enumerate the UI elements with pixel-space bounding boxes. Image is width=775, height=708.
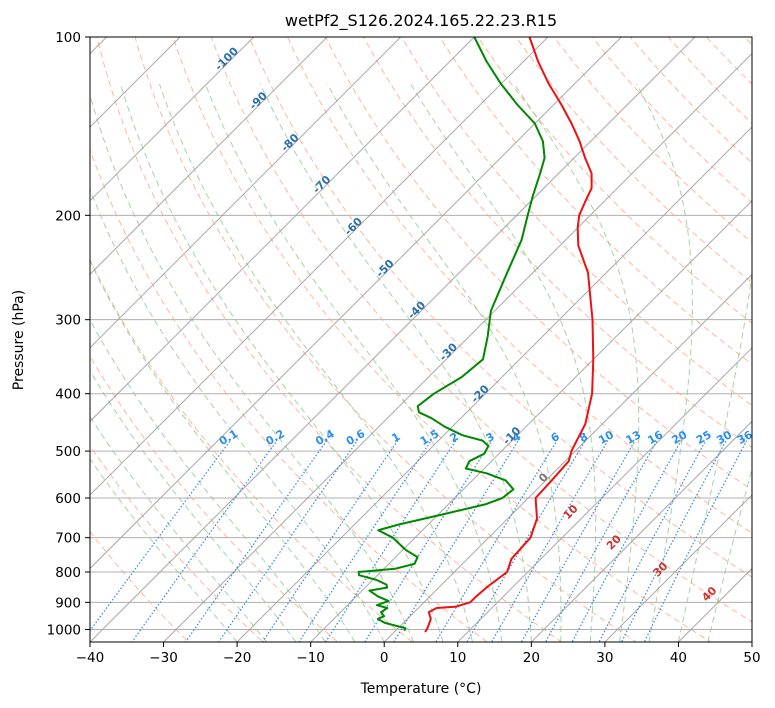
dry-adiabat <box>477 37 752 324</box>
y-tick-label: 1000 <box>47 622 81 638</box>
isotherm <box>457 347 752 642</box>
moist-adiabat <box>90 369 297 642</box>
mixing-ratio-line <box>643 440 748 642</box>
x-tick-label: 0 <box>380 650 389 666</box>
mixing-ratio-line <box>298 440 432 642</box>
dry-adiabat <box>553 37 752 244</box>
dry-adiabat <box>134 37 638 642</box>
y-tick-label: 700 <box>55 531 81 547</box>
isotherm <box>236 126 752 642</box>
moist-adiabat <box>90 457 238 642</box>
plot-frame <box>89 36 753 643</box>
dry-adiabat <box>210 37 752 623</box>
mixing-ratio-line <box>324 440 457 642</box>
pressure-gridlines <box>90 37 752 630</box>
isotherm <box>90 37 402 349</box>
mixing-ratio-line <box>184 440 328 642</box>
dry-adiabat <box>401 37 752 407</box>
y-axis-label: Pressure (hPa) <box>11 290 27 390</box>
moist-adiabat <box>707 467 752 642</box>
mixing-ratio-line <box>90 440 231 632</box>
moist-adiabat <box>90 93 415 642</box>
y-tick-label: 600 <box>55 491 81 507</box>
moist-adiabat <box>90 259 356 642</box>
isotherm <box>90 37 549 496</box>
dry-adiabat <box>286 37 752 534</box>
isotherm <box>604 494 752 642</box>
y-tick-label: 900 <box>55 595 81 611</box>
mixing-ratio-line <box>218 440 358 642</box>
moist-adiabat <box>120 83 444 642</box>
x-tick-label: −40 <box>76 650 105 666</box>
isotherm <box>530 420 752 642</box>
mixing-ratio-line <box>598 440 707 642</box>
dry-adiabat <box>90 258 414 642</box>
isotherm <box>90 37 328 275</box>
dry-adiabats <box>90 37 752 642</box>
mixing-ratio-line <box>435 440 558 642</box>
x-tick-label: 20 <box>523 650 540 666</box>
y-tick-label: 500 <box>55 444 81 460</box>
isotherm <box>90 37 623 570</box>
x-tick-label: −10 <box>296 650 325 666</box>
moist-adiabat <box>90 415 267 642</box>
y-tick-label: 800 <box>55 565 81 581</box>
mixing-ratio-line <box>490 440 609 642</box>
moist-adiabat <box>635 83 693 642</box>
x-axis-label: Temperature (°C) <box>360 681 482 697</box>
y-tick-label: 300 <box>55 313 81 329</box>
isotherm <box>90 37 255 202</box>
x-tick-label: 40 <box>670 650 687 666</box>
dry-adiabat <box>90 355 339 642</box>
isotherm <box>383 273 752 642</box>
mixing-ratio-line <box>520 440 636 642</box>
moist-adiabat <box>259 83 532 642</box>
moist-adiabat <box>90 318 326 642</box>
dry-adiabat <box>363 37 752 449</box>
isotherm <box>162 52 752 642</box>
dry-adiabat <box>172 37 712 642</box>
mixing-ratio-line <box>620 440 727 642</box>
dry-adiabat <box>90 530 190 642</box>
x-tick-label: −30 <box>149 650 178 666</box>
y-tick-label: 100 <box>55 30 81 46</box>
moist-adiabat <box>513 83 640 642</box>
x-axis-ticks: −40 −30 −20 −10 0 10 20 30 40 50 <box>76 642 761 666</box>
series-line-temperature <box>424 37 595 633</box>
isotherm <box>90 37 476 423</box>
x-tick-label: −20 <box>223 650 252 666</box>
moist-adiabat <box>677 270 752 642</box>
moist-adiabat <box>204 83 503 642</box>
dry-adiabat <box>515 37 752 284</box>
series-line-dewpoint <box>357 37 546 632</box>
x-tick-label: 50 <box>743 650 760 666</box>
x-tick-label: 30 <box>596 650 613 666</box>
dry-adiabat <box>96 37 563 642</box>
moist-adiabat <box>158 83 473 642</box>
chart-title: wetPf2_S126.2024.165.22.23.R15 <box>285 11 557 31</box>
dry-adiabat <box>248 37 752 578</box>
profiles <box>357 37 595 633</box>
moist-adiabat <box>327 83 562 642</box>
x-tick-label: 10 <box>449 650 466 666</box>
y-tick-label: 400 <box>55 387 81 403</box>
mixing-ratio-line <box>261 440 399 642</box>
mixing-ratio-label: 36 <box>735 428 755 447</box>
y-tick-label: 200 <box>55 208 81 224</box>
plot-area: 0.1 0.2 0.4 0.6 1 1.5 2 3 4 6 8 10 13 16 20 25 30 36-100-… <box>90 37 755 642</box>
isotherms <box>90 37 752 642</box>
y-axis-ticks: 100 200 300 400 500 600 700 800 900 1000 <box>47 30 90 638</box>
isotherm <box>90 37 696 642</box>
